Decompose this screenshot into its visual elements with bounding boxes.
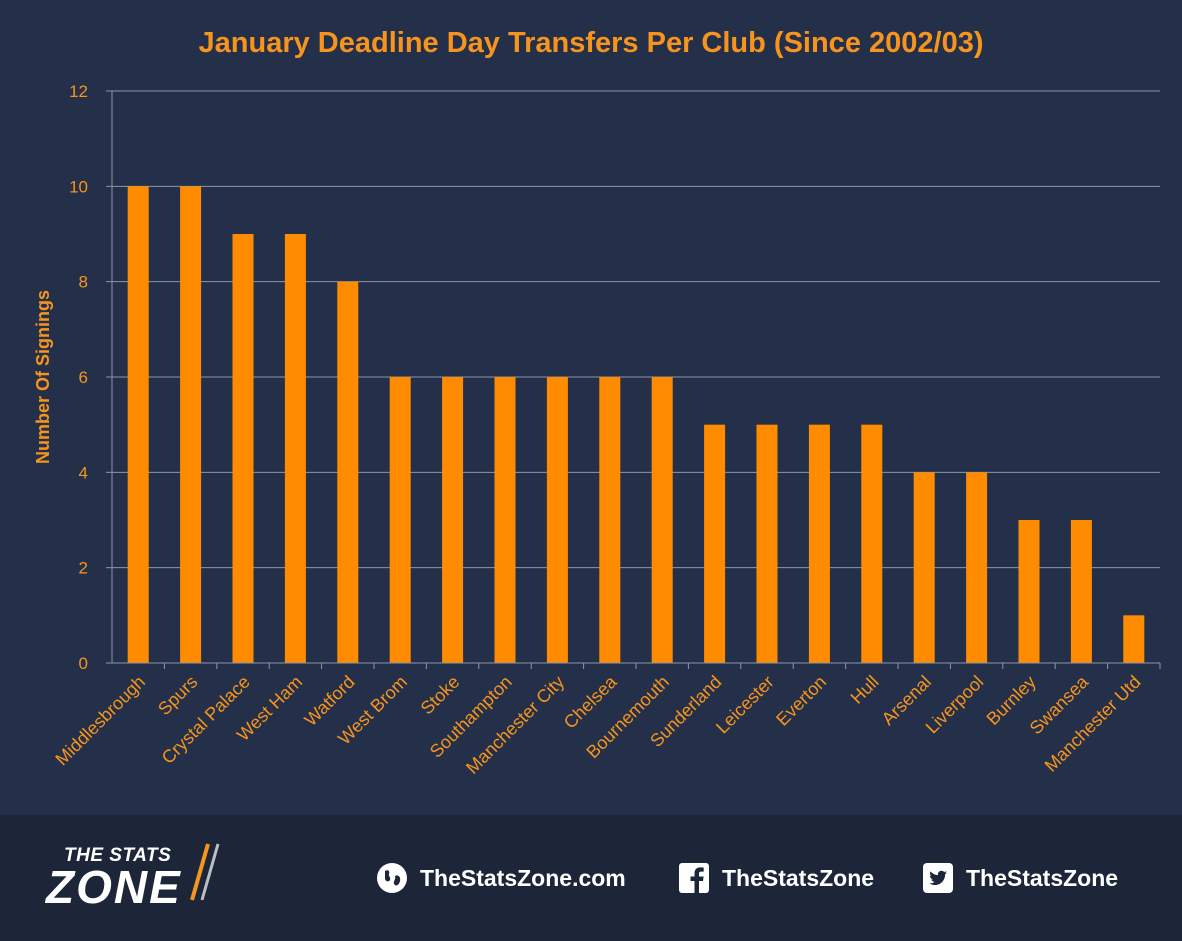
brand-logo-bottom: ZONE bbox=[46, 861, 182, 913]
y-tick-label: 2 bbox=[79, 559, 88, 578]
x-tick-label: Manchester City bbox=[462, 672, 568, 778]
twitter-text: TheStatsZone bbox=[966, 864, 1119, 891]
bar bbox=[180, 186, 202, 664]
globe-icon bbox=[376, 862, 408, 894]
bar bbox=[232, 234, 254, 663]
y-axis-label: Number Of Signings bbox=[33, 290, 53, 464]
website-link[interactable]: TheStatsZone.com bbox=[376, 862, 626, 894]
bar bbox=[599, 377, 621, 663]
bar bbox=[861, 424, 883, 663]
bar bbox=[913, 472, 935, 663]
bar-chart: January Deadline Day Transfers Per Club … bbox=[33, 27, 1161, 778]
y-tick-labels: 0 2 4 6 8 10 12 bbox=[69, 82, 88, 673]
gridlines bbox=[106, 90, 1160, 664]
x-tick-label: Leicester bbox=[712, 672, 778, 738]
bar bbox=[337, 281, 359, 663]
x-tick-label: Manchester Utd bbox=[1041, 672, 1145, 776]
bar bbox=[494, 377, 516, 663]
bar bbox=[127, 186, 149, 664]
x-tick-label: Spurs bbox=[154, 672, 201, 719]
bar bbox=[442, 377, 464, 663]
brand-logo-top: THE STATS bbox=[64, 845, 172, 866]
facebook-text: TheStatsZone bbox=[722, 864, 875, 891]
x-tick-label: Hull bbox=[847, 672, 883, 708]
bar bbox=[389, 377, 411, 663]
facebook-link[interactable]: TheStatsZone bbox=[678, 862, 874, 894]
bar bbox=[808, 424, 830, 663]
bar bbox=[546, 377, 568, 663]
bar bbox=[704, 424, 726, 663]
y-tick-label: 8 bbox=[79, 273, 88, 292]
x-tick-label: Stoke bbox=[417, 672, 464, 719]
y-tick-label: 12 bbox=[69, 82, 88, 101]
y-tick-label: 0 bbox=[79, 654, 88, 673]
bar bbox=[1123, 615, 1145, 663]
bars bbox=[127, 186, 1145, 664]
x-tick-label: Everton bbox=[772, 672, 830, 730]
y-tick-label: 10 bbox=[69, 177, 88, 196]
y-tick-label: 6 bbox=[79, 368, 88, 387]
twitter-link[interactable]: TheStatsZone bbox=[922, 862, 1118, 894]
x-tick-label: Liverpool bbox=[922, 672, 988, 738]
website-text: TheStatsZone.com bbox=[420, 864, 626, 891]
chart-panel: January Deadline Day Transfers Per Club … bbox=[0, 0, 1182, 815]
axes bbox=[111, 91, 1161, 669]
bar bbox=[1018, 520, 1040, 663]
bar bbox=[756, 424, 778, 663]
bar bbox=[651, 377, 673, 663]
brand-accent-icon bbox=[190, 843, 220, 901]
bar bbox=[966, 472, 988, 663]
twitter-icon bbox=[922, 862, 954, 894]
chart-title: January Deadline Day Transfers Per Club … bbox=[199, 27, 984, 59]
facebook-icon bbox=[678, 862, 710, 894]
x-tick-label: Middlesbrough bbox=[51, 672, 149, 770]
y-tick-label: 4 bbox=[79, 463, 88, 482]
bar bbox=[284, 234, 306, 663]
bar bbox=[1070, 520, 1092, 663]
